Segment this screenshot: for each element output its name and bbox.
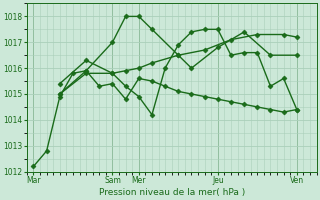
X-axis label: Pression niveau de la mer( hPa ): Pression niveau de la mer( hPa ) [99,188,245,197]
